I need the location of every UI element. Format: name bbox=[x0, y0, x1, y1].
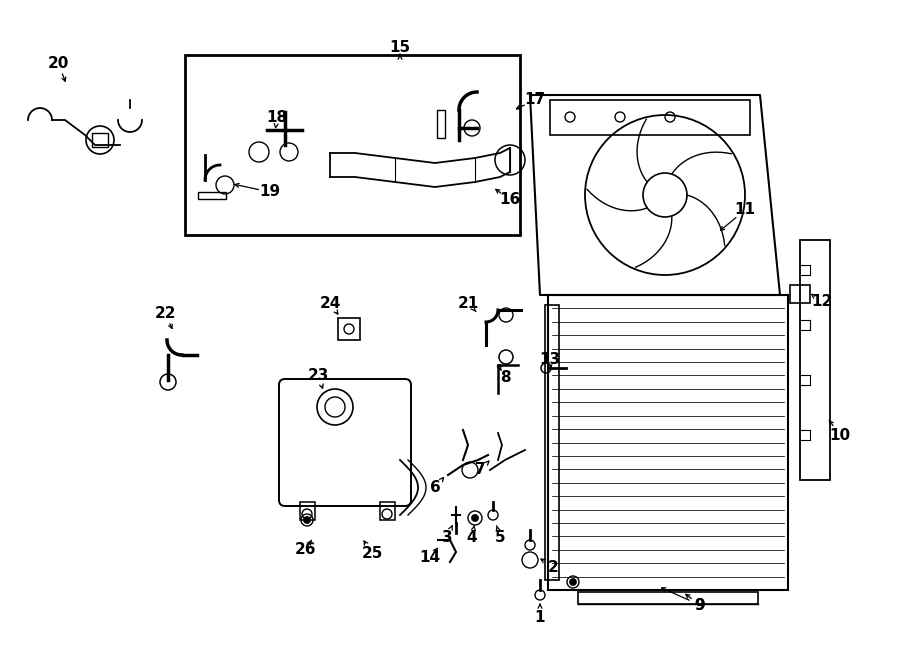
Bar bbox=[437, 110, 445, 138]
Bar bbox=[548, 295, 788, 590]
Text: 20: 20 bbox=[48, 56, 68, 71]
Text: 19: 19 bbox=[259, 184, 281, 200]
Text: 4: 4 bbox=[467, 529, 477, 545]
Bar bbox=[790, 285, 810, 303]
Text: 10: 10 bbox=[830, 428, 850, 442]
Bar bbox=[185, 55, 520, 235]
Text: 3: 3 bbox=[442, 529, 453, 545]
Text: 23: 23 bbox=[307, 368, 328, 383]
Text: 13: 13 bbox=[539, 352, 561, 368]
Bar bbox=[578, 592, 758, 604]
Bar bbox=[198, 192, 226, 199]
Text: 26: 26 bbox=[294, 543, 316, 557]
Text: 25: 25 bbox=[361, 545, 382, 561]
Text: 11: 11 bbox=[734, 202, 755, 217]
Text: 22: 22 bbox=[154, 305, 176, 321]
Text: 7: 7 bbox=[474, 463, 485, 477]
Bar bbox=[338, 318, 360, 340]
Text: 21: 21 bbox=[457, 295, 479, 311]
Text: 16: 16 bbox=[500, 192, 520, 208]
Text: 18: 18 bbox=[266, 110, 288, 126]
Bar bbox=[92, 133, 108, 147]
Bar bbox=[545, 305, 559, 580]
Circle shape bbox=[570, 579, 576, 585]
Circle shape bbox=[472, 515, 478, 521]
Text: 1: 1 bbox=[535, 609, 545, 625]
Text: 9: 9 bbox=[695, 598, 706, 613]
Text: 6: 6 bbox=[429, 481, 440, 496]
Text: 24: 24 bbox=[320, 295, 341, 311]
Text: 2: 2 bbox=[547, 559, 558, 574]
Text: 9: 9 bbox=[695, 598, 706, 613]
Text: 5: 5 bbox=[495, 529, 505, 545]
Bar bbox=[550, 100, 750, 135]
Text: 8: 8 bbox=[500, 371, 510, 385]
Bar bbox=[380, 502, 395, 520]
Text: 14: 14 bbox=[419, 551, 441, 566]
Text: 12: 12 bbox=[812, 295, 833, 309]
Text: 17: 17 bbox=[525, 93, 545, 108]
Text: 15: 15 bbox=[390, 40, 410, 56]
Bar bbox=[800, 240, 830, 480]
Bar bbox=[300, 502, 315, 520]
Circle shape bbox=[304, 517, 310, 523]
